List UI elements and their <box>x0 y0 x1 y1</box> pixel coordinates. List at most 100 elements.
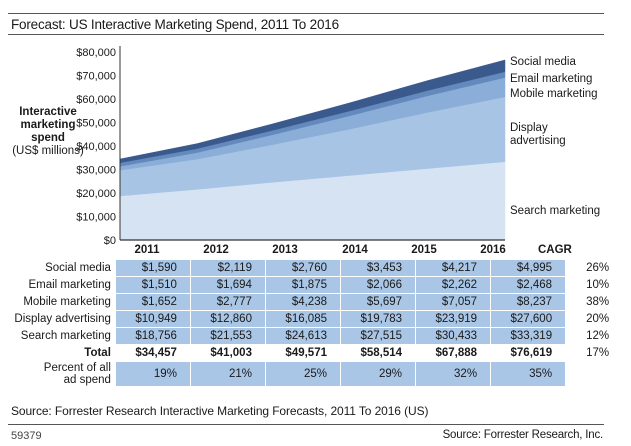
legend-label-social-media: Social media <box>510 56 576 68</box>
table-cell: $24,613 <box>265 328 340 344</box>
percent-label: Percent of all ad spend <box>1 362 115 386</box>
figure-id: 59379 <box>11 430 42 442</box>
y-axis-label-line2: marketing <box>20 119 76 131</box>
table-cell: $21,553 <box>190 328 265 344</box>
chart-title: Forecast: US Interactive Marketing Spend… <box>11 17 339 32</box>
total-cell: $34,457 <box>115 345 190 361</box>
table-cell: $1,510 <box>115 277 190 293</box>
y-tick-label: $60,000 <box>76 94 116 106</box>
year-header-2015: 2015 <box>411 244 437 256</box>
cagr-value: 38% <box>586 296 610 308</box>
row-label: Mobile marketing <box>23 296 111 308</box>
table-cell: $4,995 <box>491 260 566 276</box>
year-header-2016: 2016 <box>480 244 506 256</box>
percent-cell: 19% <box>115 362 190 386</box>
y-tick-label: $50,000 <box>76 118 116 130</box>
data-table: Social media $1,590 $2,119 $2,760 $3,453 $4,2… <box>0 259 631 387</box>
table-cell: $1,590 <box>115 260 190 276</box>
percent-cell: 25% <box>265 362 340 386</box>
percent-label-line1: Percent of all <box>43 362 111 374</box>
row-label: Email marketing <box>28 279 111 291</box>
source-note: Source: Forrester Research Interactive M… <box>11 404 429 418</box>
total-cell: $76,619 <box>491 345 566 361</box>
y-axis-label-line1: Interactive <box>19 106 77 118</box>
footer-rule <box>8 424 604 425</box>
y-tick-label: $30,000 <box>76 165 116 177</box>
table-cell: $23,919 <box>416 311 491 327</box>
table-row: Display advertising $10,949 $12,860 $16,085… <box>1 311 630 327</box>
cagr-value: 20% <box>586 313 610 325</box>
table-cell: $2,760 <box>265 260 340 276</box>
legend-label-mobile-marketing: Mobile marketing <box>510 88 598 100</box>
table-cell: $19,783 <box>341 311 416 327</box>
y-axis-label: Interactive marketing spend (US$ million… <box>8 106 88 158</box>
title-underline <box>8 34 604 35</box>
total-cell: $49,571 <box>265 345 340 361</box>
legend-label-display-advertising-1: Display <box>510 122 548 134</box>
percent-label-line2: ad spend <box>63 374 111 386</box>
table-cell: $2,777 <box>190 294 265 310</box>
cagr-value: 26% <box>586 262 610 274</box>
legend-label-email-marketing: Email marketing <box>510 73 592 85</box>
table-cell: $2,066 <box>341 277 416 293</box>
table-cell: $7,057 <box>416 294 491 310</box>
percent-cell: 29% <box>341 362 416 386</box>
y-tick-label: $0 <box>104 235 116 247</box>
table-cell: $12,860 <box>190 311 265 327</box>
table-cell: $2,262 <box>416 277 491 293</box>
cagr-value: 10% <box>586 279 610 291</box>
percent-cell: 21% <box>190 362 265 386</box>
table-cell: $27,600 <box>491 311 566 327</box>
table-cell: $1,875 <box>265 277 340 293</box>
series-labels: Social media Email marketing Mobile mark… <box>510 56 600 217</box>
table-cell: $33,319 <box>491 328 566 344</box>
table-cell: $18,756 <box>115 328 190 344</box>
y-tick-label: $80,000 <box>76 47 116 59</box>
legend-label-search-marketing: Search marketing <box>510 205 600 217</box>
table-cell: $8,237 <box>491 294 566 310</box>
table-row: Search marketing $18,756 $21,553 $24,613 $27… <box>1 328 630 344</box>
table-cell: $16,085 <box>265 311 340 327</box>
table-row: Mobile marketing $1,652 $2,777 $4,238 $5,697… <box>1 294 630 310</box>
total-label: Total <box>84 347 111 359</box>
credit-line: Source: Forrester Research, Inc. <box>442 429 604 441</box>
table-cell: $30,433 <box>416 328 491 344</box>
table-cell: $1,694 <box>190 277 265 293</box>
table-row: Social media $1,590 $2,119 $2,760 $3,453 $4,2… <box>1 260 630 276</box>
total-cell: $67,888 <box>416 345 491 361</box>
year-header-2013: 2013 <box>272 244 298 256</box>
table-cell: $4,238 <box>265 294 340 310</box>
row-label: Display advertising <box>14 313 111 325</box>
table-cell: $4,217 <box>416 260 491 276</box>
y-axis-label-line3: spend <box>31 132 65 144</box>
legend-label-display-advertising-2: advertising <box>510 135 566 147</box>
year-header-2014: 2014 <box>342 244 368 256</box>
total-cell: $58,514 <box>341 345 416 361</box>
y-tick-label: $20,000 <box>76 188 116 200</box>
table-cell: $5,697 <box>341 294 416 310</box>
percent-cell: 35% <box>491 362 566 386</box>
top-rule <box>8 13 604 14</box>
row-label: Social media <box>45 262 111 274</box>
table-cell: $1,652 <box>115 294 190 310</box>
y-tick-labels: $0 $10,000 $20,000 $30,000 $40,000 $50,000 $60… <box>76 47 116 247</box>
total-cagr: 17% <box>586 347 610 359</box>
table-cell: $27,515 <box>341 328 416 344</box>
table-cell: $3,453 <box>341 260 416 276</box>
year-header-2012: 2012 <box>203 244 229 256</box>
area-series-group <box>119 59 506 241</box>
table-cell: $2,119 <box>190 260 265 276</box>
y-tick-label: $10,000 <box>76 212 116 224</box>
percent-cagr-empty <box>566 362 630 386</box>
table-cell: $2,468 <box>491 277 566 293</box>
percent-row: Percent of all ad spend 19% 21% 25% 29% 32% 35% <box>1 362 630 386</box>
total-cell: $41,003 <box>190 345 265 361</box>
percent-cell: 32% <box>416 362 491 386</box>
total-row: Total $34,457 $41,003 $49,571 $58,514 $67,888… <box>1 345 630 361</box>
y-tick-label: $70,000 <box>76 71 116 83</box>
cagr-value: 12% <box>586 330 610 342</box>
y-tick-label: $40,000 <box>76 141 116 153</box>
stacked-area-chart: $0 $10,000 $20,000 $30,000 $40,000 $50,000 $60… <box>76 46 600 247</box>
row-label: Search marketing <box>20 330 111 342</box>
year-header-2011: 2011 <box>134 244 160 256</box>
